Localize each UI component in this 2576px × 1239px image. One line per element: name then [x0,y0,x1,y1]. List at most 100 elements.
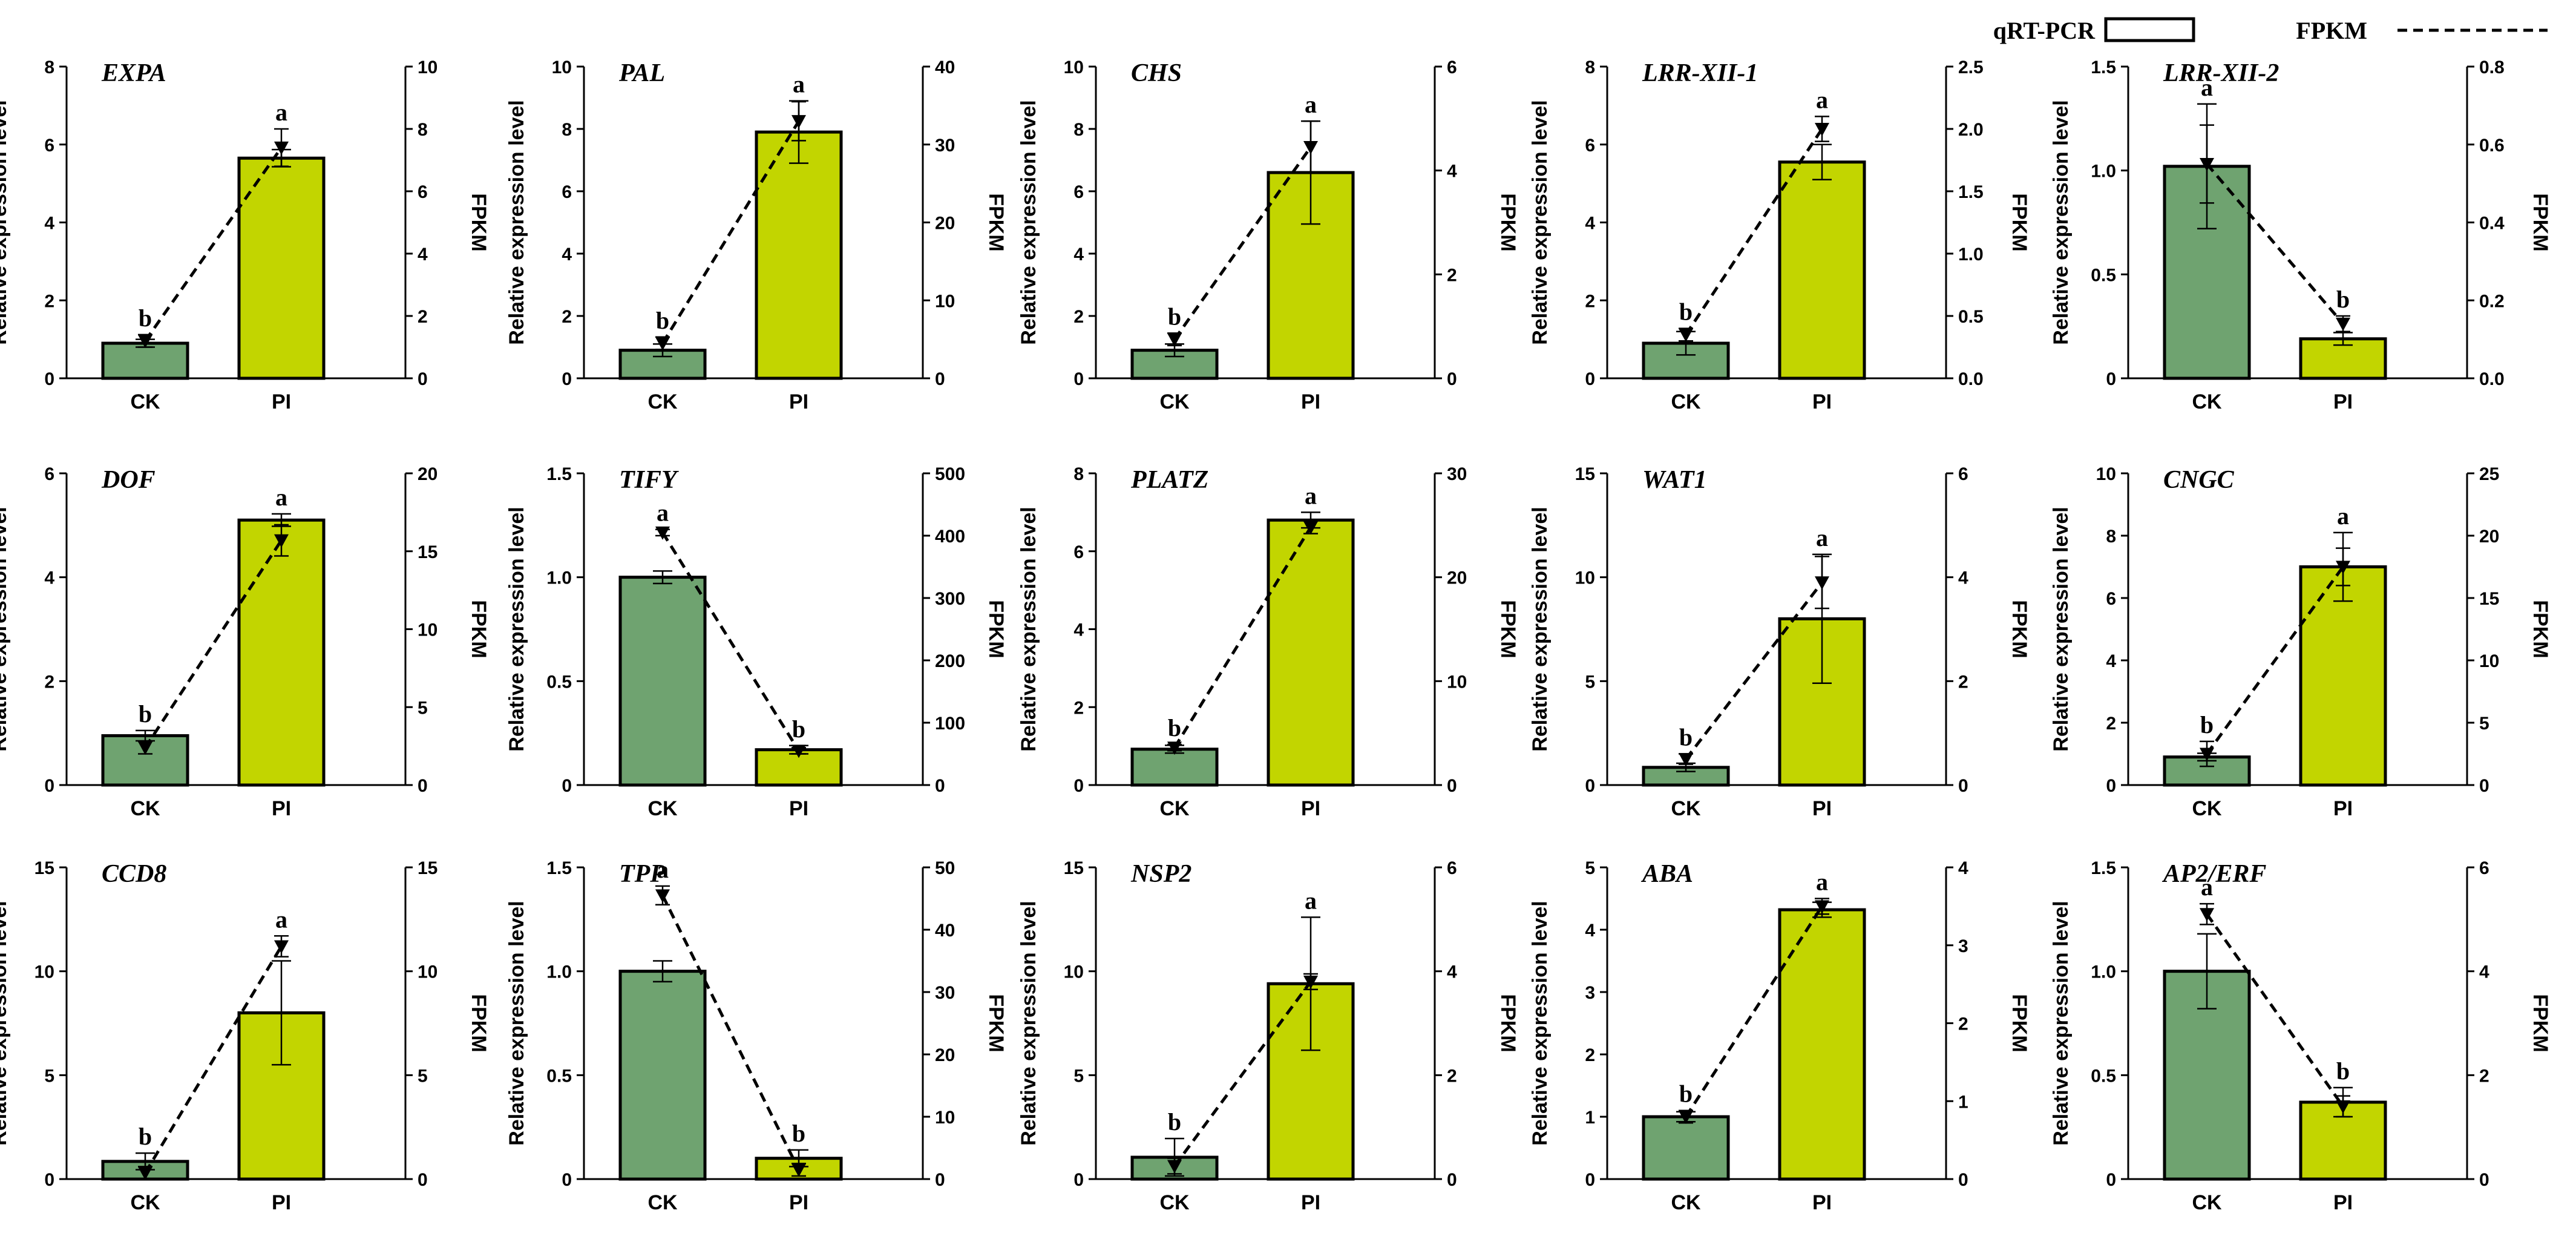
left-tick-label: 2 [44,672,54,692]
fpkm-series-line [143,146,283,342]
left-tick-label: 6 [1073,542,1084,562]
fpkm-point [274,534,289,548]
chart-title: TIFY [619,466,679,494]
fpkm-point [2336,317,2350,331]
category-label: CK [2192,390,2222,413]
fpkm-point [2200,748,2214,761]
chart-panel-aba: 0 1 2 3 4 5 0 1 2 3 4 Relative expression level FPKM… [1529,858,2031,1214]
chart-panel-tify: 0 0.5 1.0 1.5 0 100 200 300 400 500 Relative expre… [505,464,1008,820]
bar-pi [1267,518,1355,787]
fpkm-point [655,526,670,540]
left-tick-label: 0.5 [546,1066,572,1086]
fpkm-point [1303,521,1318,535]
fpkm-series-line [143,539,283,749]
right-tick-label: 0 [2479,776,2489,796]
right-tick-label: 0.0 [2479,369,2505,389]
left-y-axis-label: Relative expression level [1529,507,1552,751]
fpkm-series-line [143,945,283,1174]
left-y-axis-label: Relative expression level [1017,507,1040,751]
right-y-axis-label: FPKM [2008,193,2031,251]
significance-letter: b [2200,711,2214,738]
right-tick-label: 40 [935,58,955,77]
right-y-axis-label: FPKM [1496,994,1519,1052]
chart-title: AP2/ERF [2161,860,2266,888]
left-tick-label: 6 [562,182,572,202]
chart-panel-platz: 0 2 4 6 8 0 10 20 30 Relative expression level FPK… [1017,464,1519,820]
legend-qrt-label: qRT-PCR [1993,17,2096,44]
left-tick-label: 4 [562,245,572,265]
significance-letter: a [275,484,287,511]
chart-title: ABA [1640,860,1693,888]
chart-title: NSP2 [1130,860,1191,888]
chart-title: PAL [618,59,665,87]
right-tick-label: 0 [2479,1170,2489,1190]
chart-panel-lrr-xii-1: 0 2 4 6 8 0.0 0.5 1.0 1.5 2.0 2.5 Relative expressi… [1529,58,2031,413]
category-label: PI [1301,797,1320,820]
fpkm-point [791,1163,806,1177]
right-tick-label: 15 [2479,589,2499,609]
left-tick-label: 4 [44,214,54,234]
bar-ck [618,576,707,787]
left-tick-label: 8 [44,58,54,77]
left-tick-label: 10 [34,962,54,982]
chart-title: LRR-XII-1 [1642,59,1758,87]
significance-letter: b [2336,1057,2350,1085]
right-y-axis-label: FPKM [1496,193,1519,251]
legend: qRT-PCR FPKM [1993,17,2548,44]
left-y-axis-label: Relative expression level [0,100,11,344]
right-tick-label: 100 [935,714,965,734]
left-tick-label: 4 [1073,620,1084,640]
category-label: CK [1159,1191,1190,1214]
right-tick-label: 0 [1447,369,1457,389]
left-tick-label: 1.5 [546,464,572,484]
category-label: CK [130,390,160,413]
significance-letter: b [1168,714,1181,741]
right-tick-label: 30 [935,136,955,156]
fpkm-point [274,940,289,954]
left-tick-label: 2 [1585,1045,1595,1065]
left-tick-label: 1.0 [546,962,572,982]
right-tick-label: 10 [935,291,955,311]
left-tick-label: 0 [44,369,54,389]
fpkm-point [1303,141,1318,155]
right-tick-label: 6 [1447,58,1457,77]
left-tick-label: 10 [1064,962,1084,982]
right-tick-label: 5 [418,698,428,718]
significance-letter: b [1679,298,1693,326]
fpkm-point [1679,753,1693,767]
significance-letter: a [657,499,669,527]
left-tick-label: 1.5 [2091,58,2116,77]
left-tick-label: 0 [1073,776,1084,796]
right-tick-label: 30 [935,983,955,1003]
significance-letter: a [1816,869,1828,896]
left-tick-label: 6 [44,464,54,484]
fpkm-point [1167,333,1182,347]
right-tick-label: 500 [935,464,965,484]
right-tick-label: 200 [935,651,965,671]
bar-ck [2163,165,2251,380]
fpkm-point [655,337,670,351]
left-tick-label: 15 [34,858,54,878]
category-label: CK [1159,797,1190,820]
significance-letter: b [139,304,152,332]
left-tick-label: 2 [44,291,54,311]
chart-title: PLATZ [1130,466,1208,494]
bar-pi [2299,565,2387,787]
chart-panel-nsp2: 0 5 10 15 0 2 4 6 Relative expression level FPKM N… [1017,858,1519,1214]
category-label: CK [647,390,678,413]
chart-panel-lrr-xii-2: 0 0.5 1.0 1.5 0.0 0.2 0.4 0.6 0.8 Relative expres… [2050,58,2552,413]
chart-title: TPP [619,860,666,888]
chart-title: LRR-XII-2 [2163,59,2279,87]
category-label: CK [130,797,160,820]
fpkm-point [1679,1111,1693,1124]
fpkm-point [1167,1160,1182,1174]
significance-letter: a [1305,91,1317,118]
right-tick-label: 10 [1447,672,1467,692]
left-y-axis-label: Relative expression level [1017,100,1040,344]
left-tick-label: 0 [44,776,54,796]
significance-letter: a [275,905,287,933]
left-tick-label: 2 [1073,698,1084,718]
left-tick-label: 10 [552,58,572,77]
left-tick-label: 10 [1064,58,1084,77]
bar-pi [755,130,843,380]
